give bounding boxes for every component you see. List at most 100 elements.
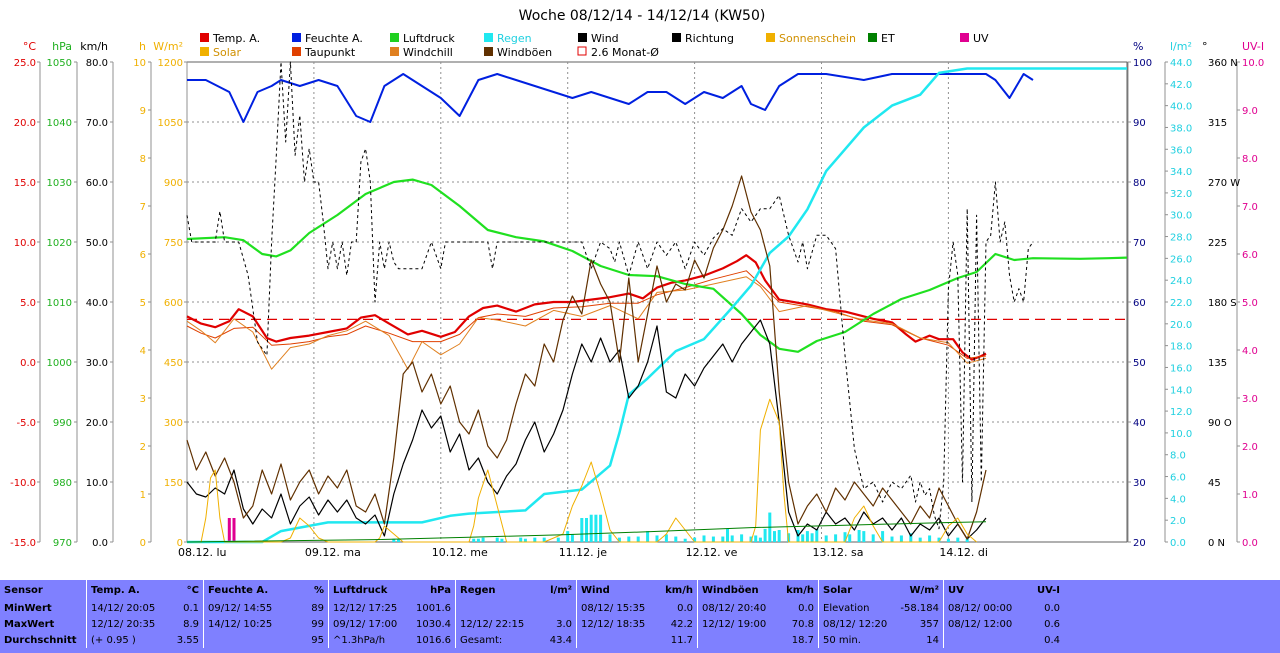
stats-avg-wind-note	[576, 632, 655, 648]
rain-bar	[702, 535, 706, 542]
axis-tick-label: -5.0	[16, 418, 36, 429]
rain-bar	[617, 537, 621, 542]
rain-bar	[636, 536, 640, 542]
rain-bar	[533, 537, 537, 542]
axis-tick-label: 1020	[47, 238, 72, 249]
legend-label: UV	[973, 32, 989, 45]
series-et	[186, 521, 987, 543]
legend-swatch	[390, 33, 399, 42]
axis-tick-label: 42.0	[1170, 80, 1192, 91]
rain-bar	[556, 537, 560, 542]
axis-tick-label: 25.0	[14, 58, 36, 69]
rain-bar	[599, 514, 603, 542]
axis-tick-label: 990	[53, 418, 72, 429]
axis-tick-label: 1	[140, 490, 146, 501]
stats-min-label: MinWert	[4, 602, 52, 614]
axis-tick-label: 50	[1133, 358, 1146, 369]
rain-bar	[542, 537, 546, 542]
stats-max-temp-value: 8.9	[183, 618, 199, 630]
rain-bar	[824, 535, 828, 542]
rain-bar	[843, 532, 847, 542]
axis-tick-label: 50.0	[86, 238, 108, 249]
axis-tick-label: 40.0	[1170, 102, 1192, 113]
axis-tick-label: 3.0	[1242, 394, 1258, 405]
stats-avg-temp-value: 3.55	[176, 634, 199, 646]
chart-canvas: Woche 08/12/14 - 14/12/14 (KW50) °C25.02…	[10, 8, 1264, 559]
rain-bar	[683, 538, 687, 542]
stats-header-uv-unit: UV-I	[1036, 584, 1060, 596]
rain-bar	[899, 535, 903, 542]
axis-tick-label: 0.0	[1242, 538, 1258, 549]
legend-swatch	[292, 33, 301, 42]
stats-avg-label: Durchschnitt	[4, 634, 77, 646]
axis-tick-label: 60	[1133, 298, 1146, 309]
stats-avg-uv-value: 0.4	[1044, 634, 1060, 646]
axis-tick-label: 10.0	[14, 238, 36, 249]
stats-header-pressure: Luftdruck	[328, 580, 407, 600]
stats-avg-gust-note	[697, 632, 776, 648]
rain-bar	[909, 533, 913, 542]
stats-min-pressure-time: 12/12/ 17:25	[328, 600, 407, 616]
stats-max-label: MaxWert	[4, 618, 55, 630]
rain-bar	[495, 537, 499, 542]
legend-label: Feuchte A.	[305, 32, 363, 45]
axis-unit: °	[1202, 40, 1208, 53]
axis-unit: °C	[23, 40, 37, 53]
stats-header-wind-unit: km/h	[665, 584, 693, 596]
stats-total-rain-label: Gesamt:	[455, 632, 534, 648]
axis-tick-label: 360 N	[1208, 58, 1238, 69]
stats-header-pressure-unit: hPa	[430, 584, 451, 596]
axis-tick-label: 28.0	[1170, 233, 1192, 244]
legend-swatch	[200, 47, 209, 56]
legend-label: Luftdruck	[403, 32, 455, 45]
rain-bar	[655, 535, 659, 542]
stats-max-rain-time: 12/12/ 22:15	[455, 616, 534, 632]
stats-min-wind-value: 0.0	[677, 602, 693, 614]
stats-avg-temp-note: (+ 0.95 )	[86, 632, 165, 648]
stats-sunshine-value: 14	[926, 634, 939, 646]
series-windb-en	[186, 175, 987, 540]
stats-max-pressure-value: 1030.4	[416, 618, 451, 630]
rain-bar	[946, 538, 950, 542]
rain-bar	[519, 537, 523, 542]
axis-tick-label: 30.0	[86, 358, 108, 369]
axis-tick-label: 300	[164, 418, 183, 429]
stats-max-humidity-time: 14/12/ 10:25	[203, 616, 290, 632]
y-axes: °C25.020.015.010.05.00.0-5.0-10.0-15.0hP…	[10, 40, 1264, 549]
legend-label: Windchill	[403, 46, 453, 59]
uv-bar	[227, 518, 231, 542]
axis-unit: km/h	[80, 40, 108, 53]
stats-max-row: MaxWert 12/12/ 20:35 8.9 14/12/ 10:25 99…	[0, 616, 1064, 632]
axis-tick-label: 20.0	[14, 118, 36, 129]
weather-chart: Woche 08/12/14 - 14/12/14 (KW50) °C 25.0 2…	[10, 8, 1264, 559]
rain-bar	[693, 537, 697, 542]
axis-tick-label: 4	[140, 346, 146, 357]
bar-marks	[227, 512, 969, 542]
rain-bar	[608, 534, 612, 542]
stats-avg-wind-value: 11.7	[670, 634, 693, 646]
stats-max-temp-time: 12/12/ 20:35	[86, 616, 165, 632]
axis-tick-label: 22.0	[1170, 298, 1192, 309]
axis-tick-label: 0.0	[1170, 538, 1186, 549]
stats-max-gust-time: 12/12/ 19:00	[697, 616, 776, 632]
stats-min-pressure-value: 1001.6	[416, 602, 451, 614]
axis-tick-label: 6.0	[1242, 250, 1258, 261]
rain-bar	[801, 534, 805, 542]
stats-min-gust-time: 08/12/ 20:40	[697, 600, 776, 616]
rain-bar	[627, 536, 631, 542]
stats-sunshine-label: 50 min.	[818, 632, 895, 648]
axis-tick-label: 1000	[47, 358, 72, 369]
axis-tick-label: 34.0	[1170, 167, 1192, 178]
x-tick-label: 10.12. me	[432, 546, 488, 559]
legend: Temp. A.Solar Feuchte A.Taupunkt Luftdruck…	[200, 32, 989, 59]
axis-tick-label: 5	[140, 298, 146, 309]
rain-bar	[500, 538, 504, 542]
stats-max-wind-time: 12/12/ 18:35	[576, 616, 655, 632]
axis-tick-label: 135	[1208, 358, 1227, 369]
axis-tick-label: -10.0	[10, 478, 36, 489]
rain-bar	[476, 538, 480, 542]
rain-bar	[862, 531, 866, 542]
rain-bar	[810, 533, 814, 542]
stats-min-humidity-time: 09/12/ 14:55	[203, 600, 290, 616]
x-axis-ticks: 08.12. lu 09.12. ma 10.12. me 11.12. je 12.1…	[178, 546, 988, 559]
